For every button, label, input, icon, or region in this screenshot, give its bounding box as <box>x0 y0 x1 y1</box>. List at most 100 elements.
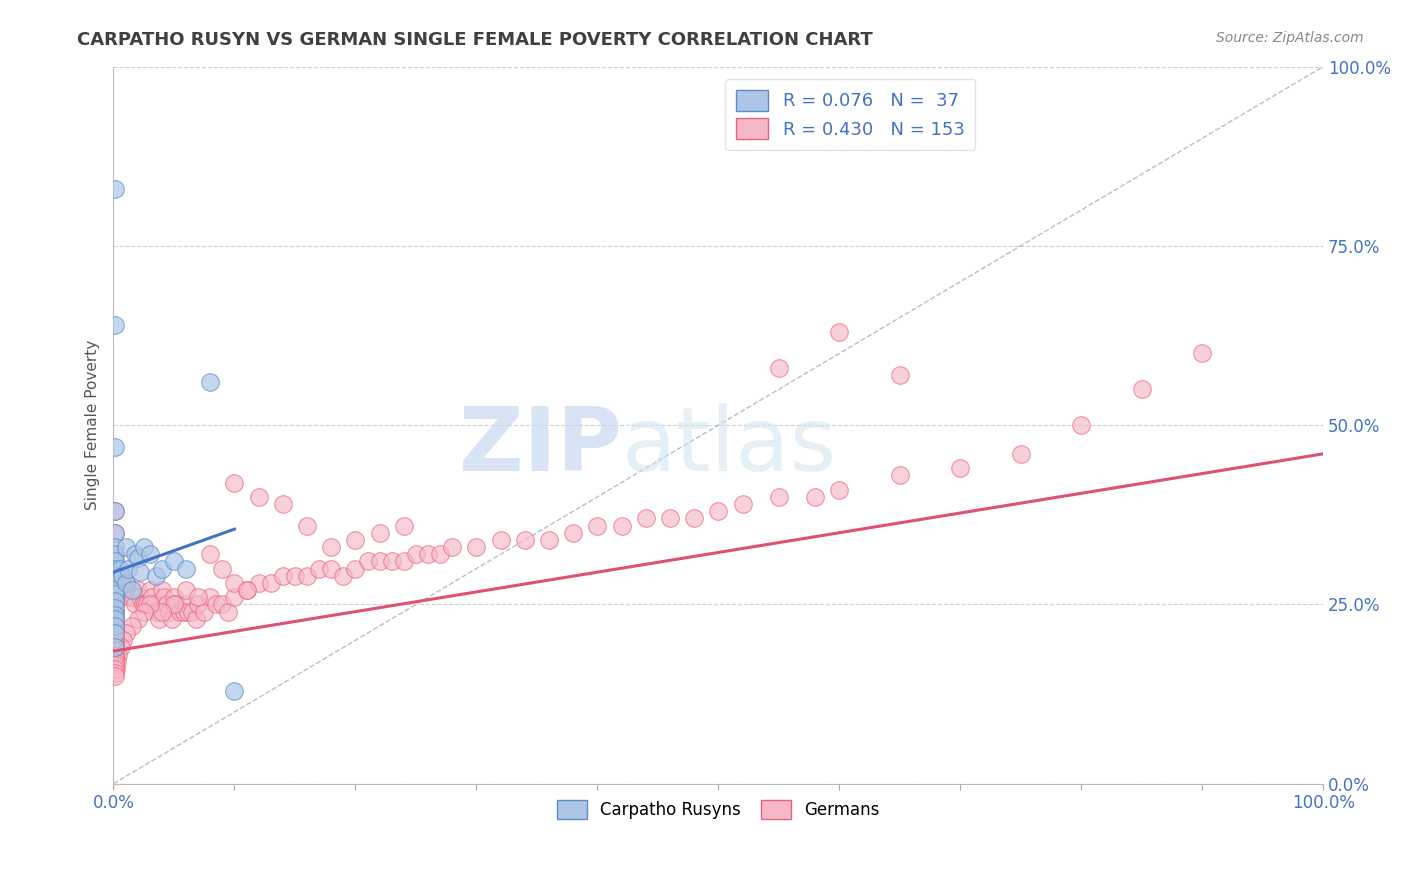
Point <box>104 626 127 640</box>
Point <box>104 630 127 644</box>
Point <box>104 640 127 655</box>
Point <box>127 583 149 598</box>
Point <box>104 547 127 561</box>
Point <box>165 598 187 612</box>
Point <box>136 598 159 612</box>
Point <box>104 594 127 608</box>
Point <box>441 540 464 554</box>
Point <box>104 612 127 626</box>
Point <box>150 583 173 598</box>
Point <box>489 533 512 547</box>
Point <box>112 583 135 598</box>
Point <box>129 565 152 579</box>
Point <box>184 612 207 626</box>
Point <box>658 511 681 525</box>
Point <box>392 518 415 533</box>
Point <box>127 612 149 626</box>
Point <box>683 511 706 525</box>
Point <box>121 583 143 598</box>
Point <box>295 518 318 533</box>
Point <box>174 583 197 598</box>
Point <box>104 591 127 605</box>
Y-axis label: Single Female Poverty: Single Female Poverty <box>86 340 100 510</box>
Point <box>104 644 127 658</box>
Point <box>768 360 790 375</box>
Point <box>271 568 294 582</box>
Point <box>405 547 427 561</box>
Point <box>104 612 127 626</box>
Point <box>104 554 127 568</box>
Point <box>260 576 283 591</box>
Point <box>381 554 404 568</box>
Point <box>163 591 186 605</box>
Point <box>104 576 127 591</box>
Point <box>132 540 155 554</box>
Point <box>104 608 127 623</box>
Point <box>392 554 415 568</box>
Point <box>150 561 173 575</box>
Point <box>110 640 132 655</box>
Point <box>139 547 162 561</box>
Point <box>104 576 127 591</box>
Point <box>321 561 343 575</box>
Point <box>153 591 176 605</box>
Point <box>163 598 186 612</box>
Point <box>104 608 127 623</box>
Point <box>247 576 270 591</box>
Point <box>181 605 204 619</box>
Point <box>429 547 451 561</box>
Point <box>768 490 790 504</box>
Point <box>150 605 173 619</box>
Point <box>104 648 127 662</box>
Point <box>148 612 170 626</box>
Point <box>211 561 233 575</box>
Point <box>104 623 127 637</box>
Point <box>224 591 246 605</box>
Point <box>104 525 127 540</box>
Point <box>141 591 163 605</box>
Point <box>295 568 318 582</box>
Text: atlas: atlas <box>621 403 837 491</box>
Point <box>104 665 127 680</box>
Point <box>104 583 127 598</box>
Point <box>356 554 378 568</box>
Point <box>1010 447 1032 461</box>
Point <box>235 583 257 598</box>
Point <box>114 626 136 640</box>
Point <box>145 568 167 582</box>
Point <box>104 440 127 454</box>
Point <box>104 633 127 648</box>
Point <box>139 583 162 598</box>
Point <box>107 648 129 662</box>
Point <box>513 533 536 547</box>
Point <box>173 605 195 619</box>
Point <box>211 598 233 612</box>
Point <box>108 561 131 575</box>
Point <box>284 568 307 582</box>
Point <box>112 633 135 648</box>
Text: ZIP: ZIP <box>458 403 621 491</box>
Point <box>146 605 169 619</box>
Point <box>111 568 134 582</box>
Point <box>104 619 127 633</box>
Point <box>104 640 127 655</box>
Point <box>828 483 851 497</box>
Point <box>104 583 127 598</box>
Point <box>416 547 439 561</box>
Point <box>308 561 330 575</box>
Text: CARPATHO RUSYN VS GERMAN SINGLE FEMALE POVERTY CORRELATION CHART: CARPATHO RUSYN VS GERMAN SINGLE FEMALE P… <box>77 31 873 49</box>
Point <box>117 583 139 598</box>
Point <box>731 497 754 511</box>
Point <box>134 598 156 612</box>
Point <box>1130 382 1153 396</box>
Point <box>104 601 127 615</box>
Point <box>111 576 134 591</box>
Point <box>112 576 135 591</box>
Point <box>889 468 911 483</box>
Point <box>114 540 136 554</box>
Point <box>104 540 127 554</box>
Point <box>127 550 149 565</box>
Point <box>187 598 209 612</box>
Point <box>200 375 222 389</box>
Point <box>104 591 127 605</box>
